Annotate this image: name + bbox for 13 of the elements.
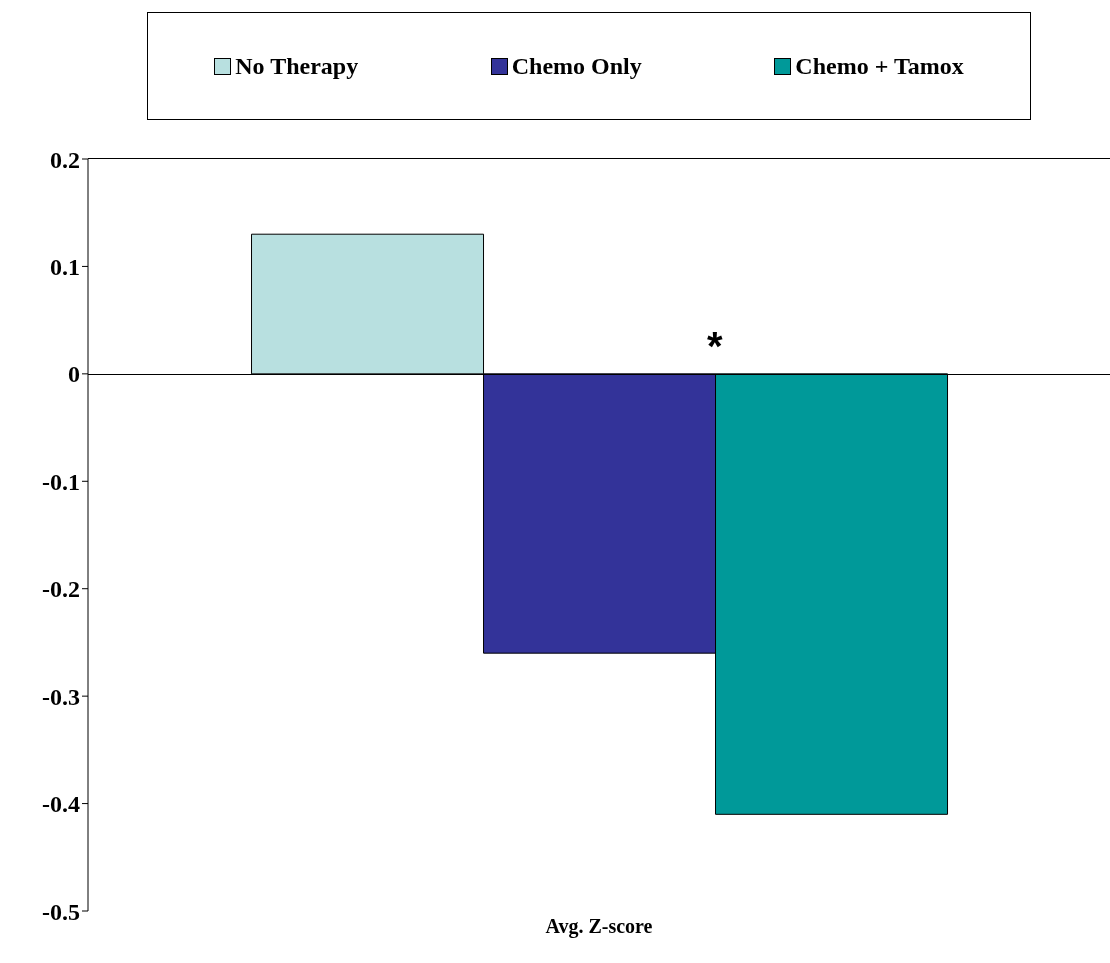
y-tick-label: 0.2 xyxy=(50,146,80,173)
y-tick-label: 0.1 xyxy=(50,253,80,280)
legend-label: Chemo + Tamox xyxy=(795,52,964,80)
y-tick-label: 0 xyxy=(68,361,80,388)
annotation: * xyxy=(706,323,724,369)
y-tick-label: -0.5 xyxy=(42,898,80,925)
legend-label: No Therapy xyxy=(235,52,359,80)
y-tick-label: -0.3 xyxy=(42,683,80,710)
y-tick-label: -0.4 xyxy=(42,791,80,818)
y-tick-label: -0.1 xyxy=(42,468,80,495)
y-tick-label: -0.2 xyxy=(42,576,80,603)
x-tick-label: Avg. Z-score xyxy=(545,915,653,939)
legend-label: Chemo Only xyxy=(511,52,642,80)
